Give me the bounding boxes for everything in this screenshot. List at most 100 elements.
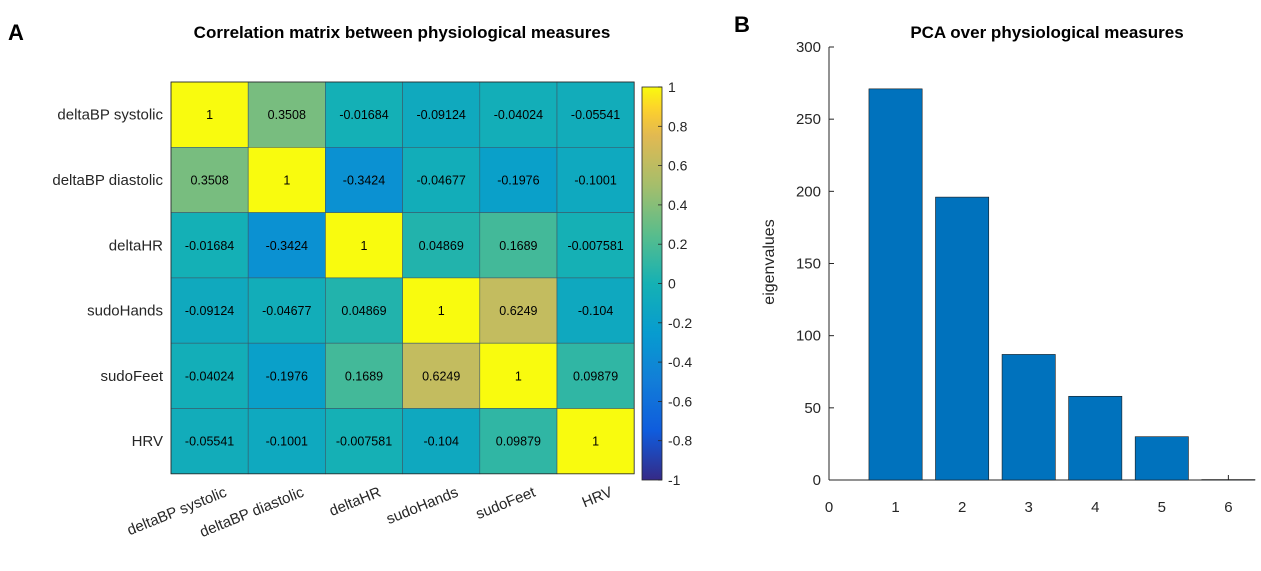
colorbar-tick-label: 0.6 xyxy=(668,158,688,174)
y-tick-label: 150 xyxy=(796,256,821,273)
heatmap-row-label: deltaBP systolic xyxy=(57,107,163,124)
y-tick-label: 300 xyxy=(796,39,821,56)
eigenvalue-bar xyxy=(1134,436,1189,481)
correlation-heatmap: 1 0.3508 -0.01684 -0.09124 -0.04024 -0.05541 0… xyxy=(170,81,635,475)
heatmap-cell-label: -0.04024 xyxy=(185,369,234,383)
y-tick-label: 50 xyxy=(804,400,821,417)
heatmap-column-label: sudoFeet xyxy=(474,483,539,523)
heatmap-cell xyxy=(247,277,326,344)
heatmap-cell xyxy=(170,408,249,475)
colorbar-tick-label: 0.2 xyxy=(668,236,688,252)
y-tick-label: 200 xyxy=(796,183,821,200)
heatmap-cell xyxy=(402,81,481,148)
heatmap-cell xyxy=(479,342,558,409)
heatmap-cell-label: -0.1001 xyxy=(266,435,308,449)
x-tick-label: 3 xyxy=(1025,499,1033,516)
heatmap-column-label: HRV xyxy=(580,484,615,512)
colorbar-tick-label: -0.6 xyxy=(668,393,692,409)
heatmap-cell xyxy=(479,277,558,344)
heatmap-cell xyxy=(479,81,558,148)
heatmap-cell-label: 0.09879 xyxy=(573,369,618,383)
heatmap-cell-label: 1 xyxy=(438,304,445,318)
x-tick-label: 4 xyxy=(1091,499,1099,516)
heatmap-cell-label: 1 xyxy=(206,108,213,122)
heatmap-cell xyxy=(170,342,249,409)
heatmap-row-label: HRV xyxy=(132,433,163,450)
heatmap-cell xyxy=(325,342,403,409)
heatmap-row-label: deltaHR xyxy=(109,237,163,254)
heatmap-cell-label: -0.04677 xyxy=(262,304,311,318)
heatmap-row-label: sudoHands xyxy=(87,303,163,320)
heatmap-cell xyxy=(170,277,249,344)
bar-chart-title: PCA over physiological measures xyxy=(910,23,1183,42)
eigenvalue-bar xyxy=(935,196,990,481)
heatmap-cell xyxy=(556,81,635,148)
heatmap-cell xyxy=(247,212,326,279)
heatmap-cell-label: -0.09124 xyxy=(185,304,234,318)
heatmap-cell-label: -0.007581 xyxy=(336,435,392,449)
heatmap-column-label: sudoHands xyxy=(384,484,461,528)
colorbar-tick-label: -0.8 xyxy=(668,433,692,449)
heatmap-title: Correlation matrix between physiological… xyxy=(194,23,611,42)
heatmap-cell-label: -0.01684 xyxy=(339,108,388,122)
colorbar-tick-label: 0 xyxy=(668,276,676,292)
heatmap-cell-label: 1 xyxy=(515,369,522,383)
heatmap-cell xyxy=(325,212,403,279)
heatmap-cell-label: 0.1689 xyxy=(499,239,537,253)
heatmap-cell xyxy=(402,147,481,213)
eigenvalue-bar xyxy=(1001,354,1056,481)
heatmap-cell-label: 0.04869 xyxy=(341,304,386,318)
heatmap-cell-label: 1 xyxy=(361,239,368,253)
heatmap-cell-label: -0.05541 xyxy=(185,435,234,449)
heatmap-cell xyxy=(556,212,635,279)
heatmap-row-labels: deltaBP systolic deltaBP diastolic deltaHR… xyxy=(52,107,163,450)
heatmap-cell xyxy=(479,212,558,279)
heatmap-cell-label: -0.1976 xyxy=(497,173,539,187)
heatmap-cell-label: 0.1689 xyxy=(345,369,383,383)
panel-b-letter: B xyxy=(734,12,750,37)
heatmap-cell-label: -0.1001 xyxy=(574,173,616,187)
heatmap-cell-label: 0.6249 xyxy=(499,304,537,318)
colorbar-tick-label: 0.4 xyxy=(668,197,688,213)
heatmap-cell-label: 0.09879 xyxy=(496,435,541,449)
colorbar-tick-label: -0.2 xyxy=(668,315,692,331)
eigenvalue-bar xyxy=(868,88,923,481)
x-tick-label: 6 xyxy=(1224,499,1232,516)
heatmap-cell xyxy=(479,408,558,475)
panel-a-letter: A xyxy=(8,20,24,45)
heatmap-cell xyxy=(170,212,249,279)
heatmap-cell-label: -0.3424 xyxy=(343,173,385,187)
heatmap-cell-label: 0.3508 xyxy=(190,173,228,187)
x-tick-label: 5 xyxy=(1158,499,1166,516)
heatmap-cell-label: -0.1976 xyxy=(266,369,308,383)
heatmap-cell-label: -0.3424 xyxy=(266,239,308,253)
pca-bar-chart: 0 50 100 150 200 250 300 0 1 2 3 4 5 6 xyxy=(796,39,1256,516)
heatmap-cell-label: 1 xyxy=(283,173,290,187)
colorbar-tick-label: 0.8 xyxy=(668,118,688,134)
heatmap-cell xyxy=(402,212,481,279)
y-tick-label: 250 xyxy=(796,111,821,128)
heatmap-cell-label: -0.09124 xyxy=(417,108,466,122)
heatmap-border xyxy=(170,81,635,475)
heatmap-cell xyxy=(247,147,326,213)
x-tick-label: 2 xyxy=(958,499,966,516)
heatmap-column-label: deltaHR xyxy=(327,484,384,520)
heatmap-cell-label: -0.04024 xyxy=(494,108,543,122)
y-tick-label: 0 xyxy=(813,472,821,489)
heatmap-row-label: deltaBP diastolic xyxy=(52,172,163,189)
colorbar-tick-label: -0.4 xyxy=(668,354,692,370)
heatmap-cell xyxy=(402,277,481,344)
y-axis-label: eigenvalues xyxy=(761,219,778,304)
heatmap-cell xyxy=(556,147,635,213)
heatmap-cell xyxy=(402,342,481,409)
heatmap-cell xyxy=(325,277,403,344)
heatmap-cell-label: -0.05541 xyxy=(571,108,620,122)
heatmap-cell xyxy=(556,408,635,475)
heatmap-cell xyxy=(170,81,249,148)
heatmap-row-label: sudoFeet xyxy=(100,368,163,385)
heatmap-cell-label: 0.3508 xyxy=(268,108,306,122)
heatmap-cell-label: -0.104 xyxy=(578,304,613,318)
heatmap-cell-label: 0.04869 xyxy=(419,239,464,253)
